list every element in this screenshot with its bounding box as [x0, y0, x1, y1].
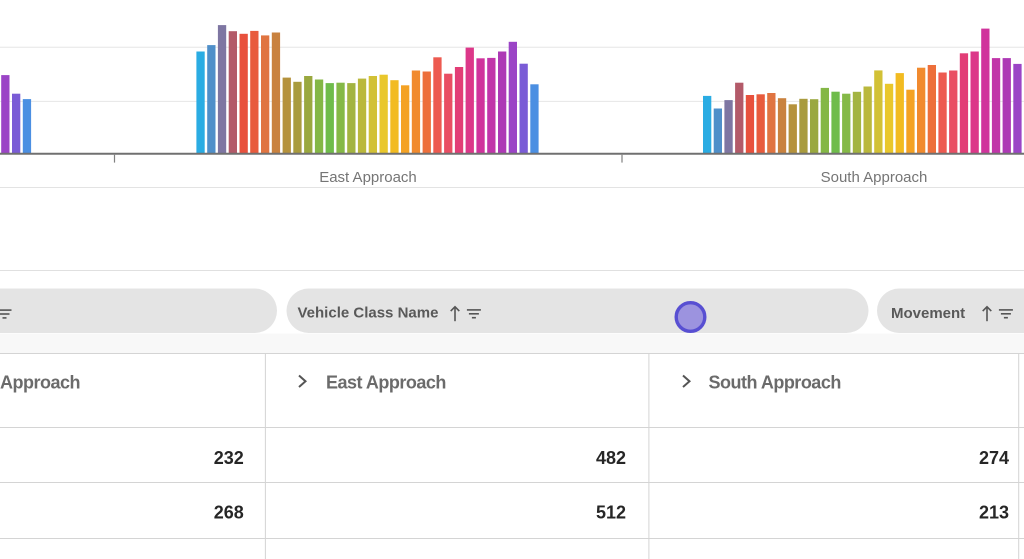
svg-text:274: 274 — [979, 448, 1009, 468]
svg-text:East Approach: East Approach — [326, 372, 446, 392]
svg-text:Movement: Movement — [891, 305, 965, 322]
svg-text:Vehicle Class Name: Vehicle Class Name — [298, 305, 439, 322]
svg-text:512: 512 — [596, 502, 626, 522]
svg-text:South Approach: South Approach — [709, 372, 841, 392]
svg-text:268: 268 — [214, 502, 244, 522]
svg-text:South Approach: South Approach — [821, 169, 928, 186]
svg-text:482: 482 — [596, 448, 626, 468]
svg-text:Approach: Approach — [0, 372, 80, 392]
svg-text:232: 232 — [214, 448, 244, 468]
svg-text:East Approach: East Approach — [319, 169, 417, 186]
svg-text:213: 213 — [979, 502, 1009, 522]
